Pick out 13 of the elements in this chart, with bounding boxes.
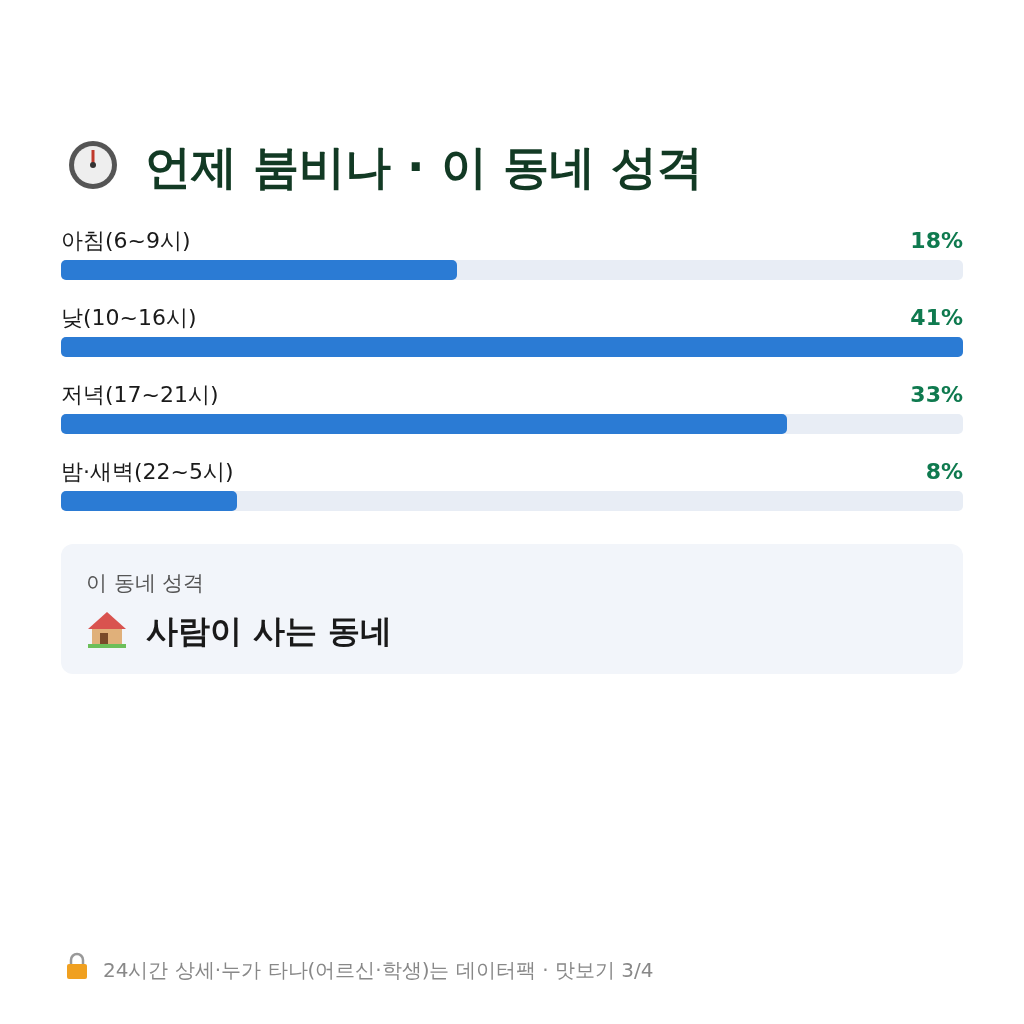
chart-title: 언제 붐비나 · 이 동네 성격 [145, 140, 703, 194]
data-label: 18% [910, 228, 963, 253]
bar [61, 491, 237, 511]
y-tick-label: 낮(10~16시) [61, 305, 197, 330]
text: 사람이 사는 동네 [146, 612, 393, 650]
data-label: 41% [910, 305, 963, 330]
y-tick-label: 아침(6~9시) [61, 228, 191, 253]
data-label: 8% [925, 459, 963, 484]
text: 이 동네 성격 [86, 571, 205, 595]
data-label: 33% [910, 382, 963, 407]
y-tick-label: 저녁(17~21시) [61, 382, 219, 407]
y-tick-label: 밤·새벽(22~5시) [61, 459, 234, 484]
text: 24시간 상세·누가 타나(어르신·학생)는 데이터팩 · 맛보기 3/4 [103, 958, 654, 982]
